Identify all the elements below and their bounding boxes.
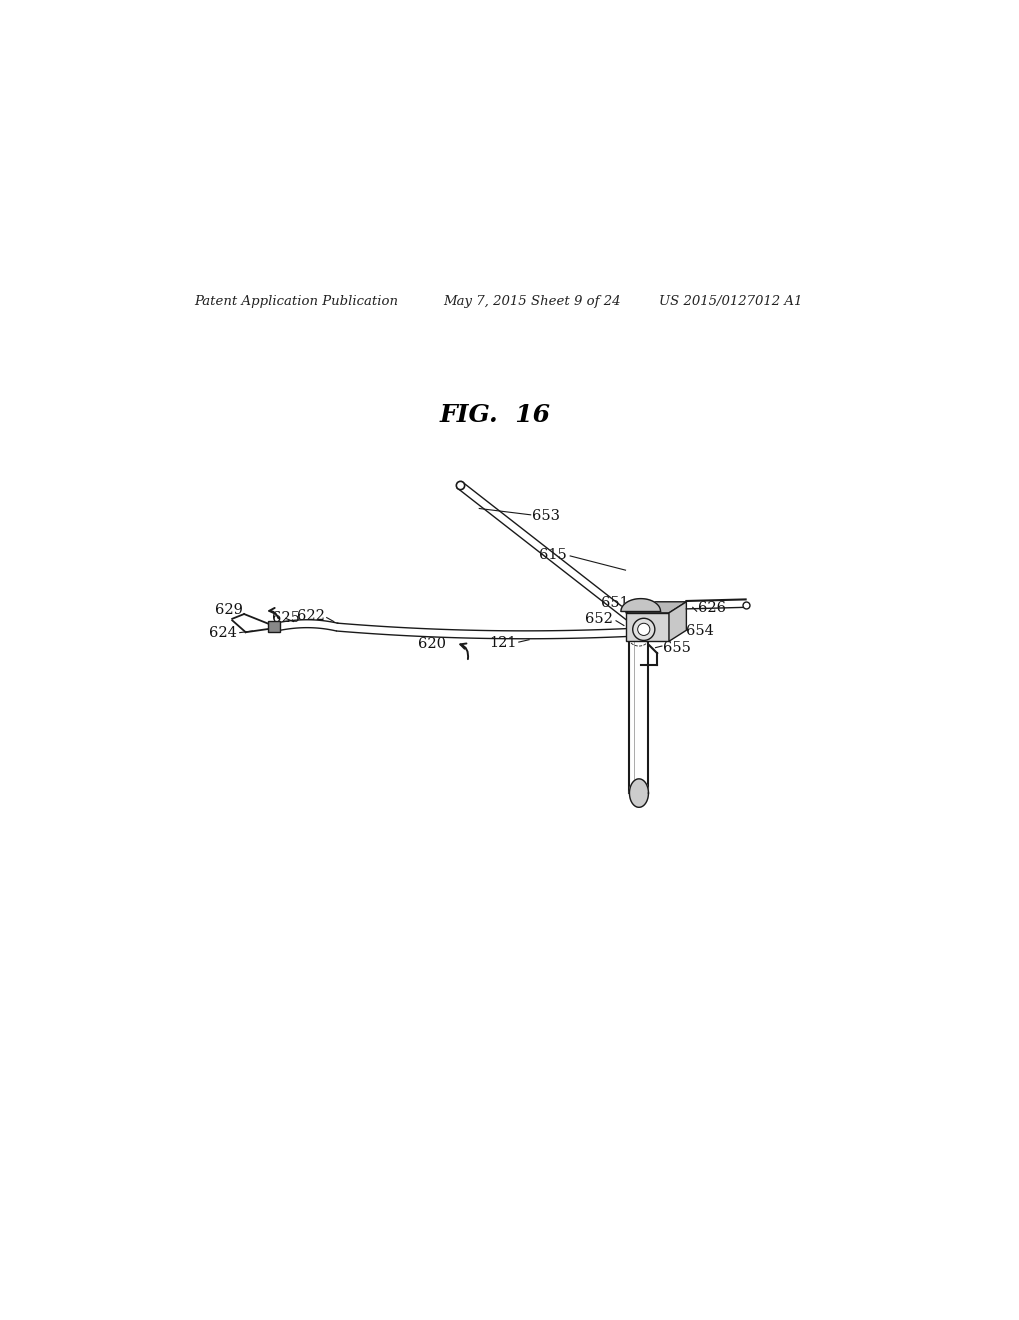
Text: 622: 622 xyxy=(297,609,325,623)
Polygon shape xyxy=(629,779,648,808)
Text: 626: 626 xyxy=(698,601,726,615)
Text: 629: 629 xyxy=(215,603,243,618)
Text: 652: 652 xyxy=(585,612,612,626)
Text: 121: 121 xyxy=(488,636,516,649)
Text: 653: 653 xyxy=(532,508,559,523)
Text: 651: 651 xyxy=(600,597,628,610)
Polygon shape xyxy=(668,602,686,642)
Text: May 7, 2015: May 7, 2015 xyxy=(443,294,527,308)
Polygon shape xyxy=(625,612,668,642)
Polygon shape xyxy=(621,599,660,611)
Text: Patent Application Publication: Patent Application Publication xyxy=(195,294,398,308)
Text: 655: 655 xyxy=(662,640,691,655)
Text: US 2015/0127012 A1: US 2015/0127012 A1 xyxy=(658,294,801,308)
Polygon shape xyxy=(268,620,279,632)
Text: 625: 625 xyxy=(271,611,300,624)
Text: Sheet 9 of 24: Sheet 9 of 24 xyxy=(530,294,620,308)
Text: 620: 620 xyxy=(417,638,445,652)
Text: 615: 615 xyxy=(539,548,567,562)
Text: 624: 624 xyxy=(209,626,236,640)
Circle shape xyxy=(632,618,654,640)
Polygon shape xyxy=(625,602,686,612)
Text: 654: 654 xyxy=(685,624,712,638)
Text: FIG.  16: FIG. 16 xyxy=(439,403,550,428)
Circle shape xyxy=(637,623,649,635)
